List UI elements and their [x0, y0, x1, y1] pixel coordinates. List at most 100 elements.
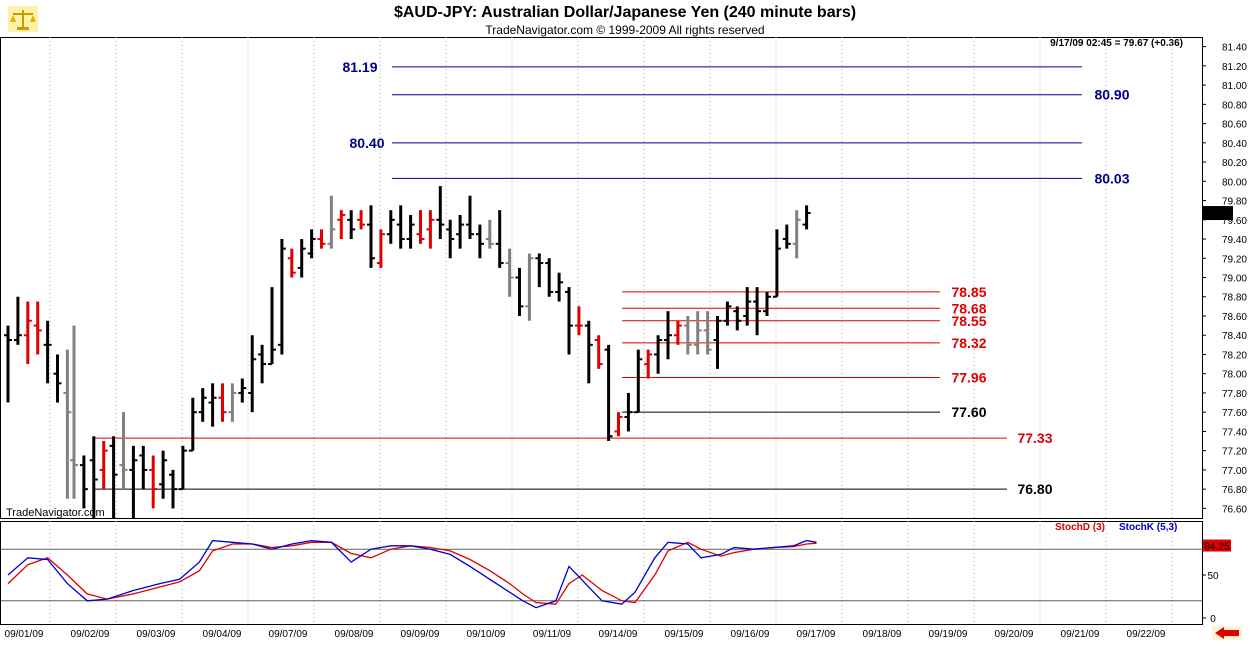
date-label: 09/22/09: [1127, 629, 1166, 640]
stoch-value-label: 84.25: [1204, 542, 1229, 553]
ohlc-bar: [723, 301, 732, 326]
ohlc-bar: [446, 219, 455, 259]
price-tick-label: 80.40: [1222, 139, 1247, 150]
ohlc-bar: [218, 383, 227, 422]
price-tick-label: 76.80: [1222, 485, 1247, 496]
ohlc-bar: [495, 210, 504, 268]
level-label: 78.32: [951, 335, 986, 351]
chart-subtitle: TradeNavigator.com © 1999-2009 All right…: [485, 23, 764, 37]
price-tick-label: 79.20: [1222, 254, 1247, 265]
ohlc-bar: [188, 397, 197, 452]
ohlc-bar: [287, 248, 296, 278]
ohlc-bar: [584, 320, 593, 384]
ohlc-bar: [89, 436, 98, 518]
price-panel: [0, 37, 1203, 519]
date-label: 09/21/09: [1061, 629, 1100, 640]
price-tick-label: 81.20: [1222, 62, 1247, 73]
date-label: 09/01/09: [5, 629, 44, 640]
price-tick-label: 80.00: [1222, 177, 1247, 188]
ohlc-bar: [317, 229, 326, 249]
ohlc-bar: [565, 287, 573, 355]
ohlc-bar: [347, 210, 356, 240]
ohlc-bar: [307, 229, 316, 259]
ohlc-bar: [574, 306, 583, 336]
ohlc-bar: [763, 291, 771, 316]
stoch-panel: [0, 521, 1203, 625]
left-arrow-icon[interactable]: [1212, 626, 1242, 640]
ohlc-bar: [13, 296, 22, 345]
ohlc-bar: [634, 349, 643, 414]
ohlc-bar: [396, 205, 405, 249]
ohlc-bar: [248, 335, 257, 413]
stoch-tick-label: 0: [1210, 614, 1216, 625]
last-price-label: 79.67: [1205, 209, 1230, 220]
ohlc-bar: [129, 445, 138, 518]
ohlc-bar: [545, 258, 554, 297]
level-label: 78.55: [951, 313, 986, 329]
level-label: 80.90: [1094, 87, 1129, 103]
ohlc-bar: [535, 253, 544, 288]
price-tick-label: 77.00: [1222, 466, 1247, 477]
watermark: TradeNavigator.com: [6, 507, 105, 519]
price-tick-label: 77.20: [1222, 447, 1247, 458]
ohlc-bar: [485, 219, 494, 249]
ohlc-bar: [99, 441, 108, 490]
ohlc-bar: [63, 349, 72, 499]
ohlc-bar: [228, 383, 237, 422]
ohlc-bar: [258, 344, 267, 384]
ohlc-bar: [376, 229, 385, 268]
ohlc-bar: [555, 272, 564, 302]
price-tick-label: 81.00: [1222, 81, 1247, 92]
ohlc-bar: [268, 287, 276, 366]
ohlc-bar: [238, 378, 247, 403]
price-tick-label: 81.40: [1222, 43, 1247, 54]
level-label: 76.80: [1017, 481, 1052, 497]
ohlc-bar: [426, 210, 435, 249]
stochd-legend: StochD (3): [1055, 522, 1105, 533]
level-label: 78.68: [951, 300, 986, 316]
ohlc-bar: [673, 320, 682, 345]
price-tick-label: 80.20: [1222, 158, 1247, 169]
ohlc-bar: [802, 205, 811, 230]
stoch-value-box: [1203, 539, 1231, 552]
grid-layer: [49, 37, 1173, 624]
ohlc-bar: [386, 210, 395, 244]
ohlc-bar: [693, 311, 702, 355]
ohlc-bar: [664, 311, 672, 360]
date-label: 09/16/09: [731, 629, 770, 640]
ohlc-bar: [733, 306, 742, 331]
ohlc-bar: [416, 210, 425, 244]
ohlc-bar: [178, 445, 187, 491]
price-tick-label: 79.00: [1222, 274, 1247, 285]
ohlc-bar: [337, 210, 346, 240]
chart-title: $AUD-JPY: Australian Dollar/Japanese Yen…: [394, 4, 856, 21]
stochk-line: [7, 539, 817, 609]
scales-icon[interactable]: [8, 6, 38, 32]
last-price-box: [1203, 206, 1233, 221]
ohlc-bar: [475, 224, 484, 259]
ohlc-bar: [109, 436, 118, 518]
ohlc-bar: [466, 195, 474, 240]
ohlc-bar: [23, 301, 32, 365]
ohlc-bar: [169, 469, 177, 509]
ohlc-bar: [515, 267, 524, 316]
ohlc-bar: [208, 383, 217, 427]
ohlc-bar: [119, 412, 128, 490]
ohlc-bar: [53, 354, 62, 403]
ohlc-bar: [277, 239, 286, 355]
price-tick-label: 77.40: [1222, 427, 1247, 438]
ohlc-bar: [367, 205, 375, 268]
price-tick-label: 76.60: [1222, 504, 1247, 515]
ohlc-bar: [654, 335, 663, 374]
ohlc-bar: [43, 320, 52, 384]
price-bars: [4, 186, 811, 518]
date-label: 09/20/09: [995, 629, 1034, 640]
ohlc-bar: [792, 210, 801, 259]
date-label: 09/17/09: [797, 629, 836, 640]
date-axis: 09/01/09 09/02/09 09/03/09 09/04/09 09/07/09…: [5, 629, 1166, 640]
date-label: 09/10/09: [467, 629, 506, 640]
ohlc-bar: [139, 445, 148, 490]
ohlc-bar: [594, 335, 603, 369]
ohlc-bar: [703, 311, 712, 355]
